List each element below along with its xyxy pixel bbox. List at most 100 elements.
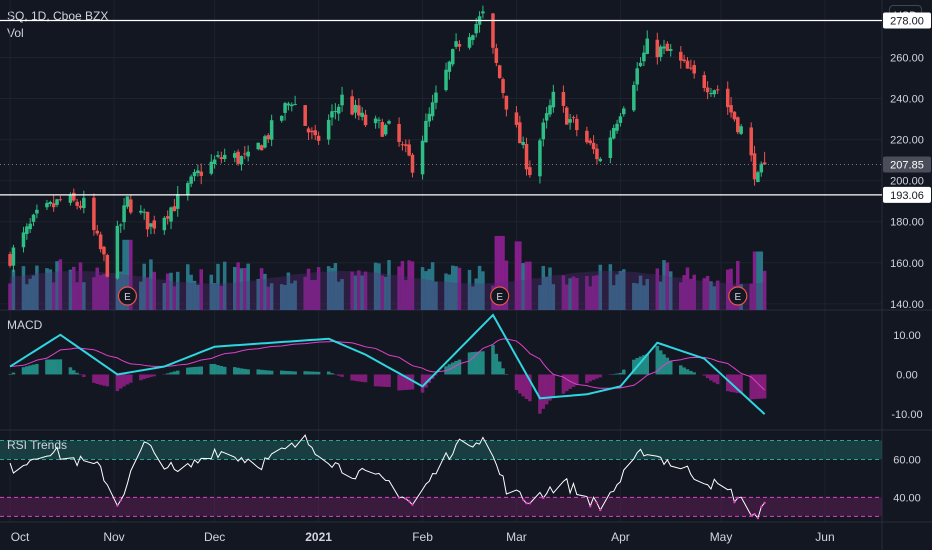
volume-bar — [269, 283, 274, 310]
candle-body — [504, 95, 509, 110]
time-axis-label: May — [710, 530, 733, 544]
volume-bar — [561, 275, 566, 310]
macd-histogram-bar — [528, 374, 532, 402]
volume-bar — [638, 275, 643, 310]
candle-body — [145, 211, 150, 230]
volume-bar — [142, 263, 146, 310]
macd-histogram-bar — [725, 374, 730, 392]
candle-body — [689, 67, 693, 69]
volume-bar — [679, 282, 683, 310]
macd-histogram-bar — [336, 374, 341, 376]
candle-body — [397, 124, 401, 142]
macd-histogram-bar — [222, 366, 227, 375]
candle-body — [518, 122, 522, 144]
macd-histogram-bar — [8, 374, 12, 375]
macd-histogram-bar — [598, 374, 603, 378]
candle-body — [645, 38, 650, 54]
macd-histogram-bar — [658, 350, 663, 375]
volume-bar — [454, 266, 458, 310]
macd-histogram-bar — [618, 372, 623, 375]
volume-bar — [51, 282, 56, 310]
macd-histogram-bar — [407, 374, 411, 390]
candle-body — [95, 230, 100, 234]
volume-bar — [232, 266, 237, 310]
candle-body — [450, 49, 455, 65]
candle-body — [387, 121, 391, 124]
candle-body — [266, 135, 271, 140]
macd-histogram-bar — [360, 374, 364, 382]
macd-histogram-bar — [162, 374, 167, 375]
volume-bar — [169, 272, 173, 310]
volume-bar — [209, 274, 214, 310]
candle-body — [186, 183, 190, 195]
volume-bar — [642, 285, 646, 310]
candle-body — [236, 151, 240, 164]
macd-histogram-bar — [387, 374, 391, 388]
macd-histogram-bar — [125, 374, 130, 385]
volume-bar — [658, 281, 663, 310]
macd-histogram-bar — [145, 374, 150, 379]
macd-histogram-bar — [316, 371, 321, 375]
candle-body — [306, 128, 311, 133]
candle-body — [259, 145, 264, 151]
volume-bar — [434, 281, 438, 310]
candle-body — [58, 199, 63, 201]
macd-histogram-bar — [165, 373, 170, 375]
volume-bar — [715, 280, 720, 310]
volume-bar — [598, 264, 603, 310]
volume-bar — [313, 279, 318, 310]
candle-body — [293, 103, 297, 105]
volume-bar — [615, 274, 619, 310]
rsi-lower-band — [0, 497, 882, 517]
volume-bar — [263, 273, 267, 310]
candle-body — [638, 62, 643, 67]
macd-histogram-bar — [450, 362, 455, 375]
macd-histogram-bar — [243, 368, 247, 375]
volume-bar — [189, 274, 193, 310]
volume-bar — [72, 266, 76, 310]
candle-body — [246, 151, 250, 157]
candle-body — [424, 120, 428, 143]
volume-bar — [682, 275, 686, 310]
macd-histogram-bar — [31, 364, 36, 375]
earnings-marker-label: E — [734, 292, 741, 303]
time-axis-label: 2021 — [305, 530, 332, 544]
volume-bar — [333, 263, 338, 310]
volume-bar — [564, 284, 569, 310]
candle-body — [139, 210, 143, 213]
rsi-oversold-point — [760, 505, 763, 509]
candle-body — [571, 117, 576, 119]
volume-bar — [548, 267, 552, 310]
volume-bar — [427, 268, 432, 310]
price-axis-label: 220.00 — [890, 135, 924, 147]
candle-body — [209, 161, 214, 174]
rsi-oversold-point — [116, 504, 119, 507]
volume-bar — [575, 277, 579, 310]
last-price-label: 207.85 — [890, 160, 924, 172]
candle-body — [25, 226, 29, 234]
rsi-axis-label: 60.00 — [893, 454, 921, 466]
macd-histogram-bar — [35, 363, 39, 375]
macd-histogram-bar — [749, 374, 753, 400]
candle-body — [725, 88, 730, 108]
volume-bar — [380, 275, 385, 310]
macd-histogram-bar — [25, 366, 29, 375]
volume-bar — [196, 284, 200, 310]
volume-bar — [31, 275, 36, 310]
candle-body — [524, 143, 529, 170]
volume-bar — [668, 271, 673, 310]
macd-histogram-bar — [11, 372, 16, 375]
candle-body — [521, 141, 525, 145]
macd-histogram-bar — [679, 365, 683, 375]
macd-histogram-bar — [326, 371, 331, 375]
candle-body — [360, 112, 364, 117]
volume-bar — [474, 278, 478, 310]
macd-histogram-bar — [51, 359, 56, 375]
volume-bar — [82, 282, 86, 310]
volume-bar — [199, 269, 203, 310]
macd-histogram-bar — [283, 370, 287, 375]
macd-histogram-bar — [209, 363, 214, 375]
macd-histogram-bar — [219, 366, 224, 375]
volume-bar — [608, 264, 613, 310]
